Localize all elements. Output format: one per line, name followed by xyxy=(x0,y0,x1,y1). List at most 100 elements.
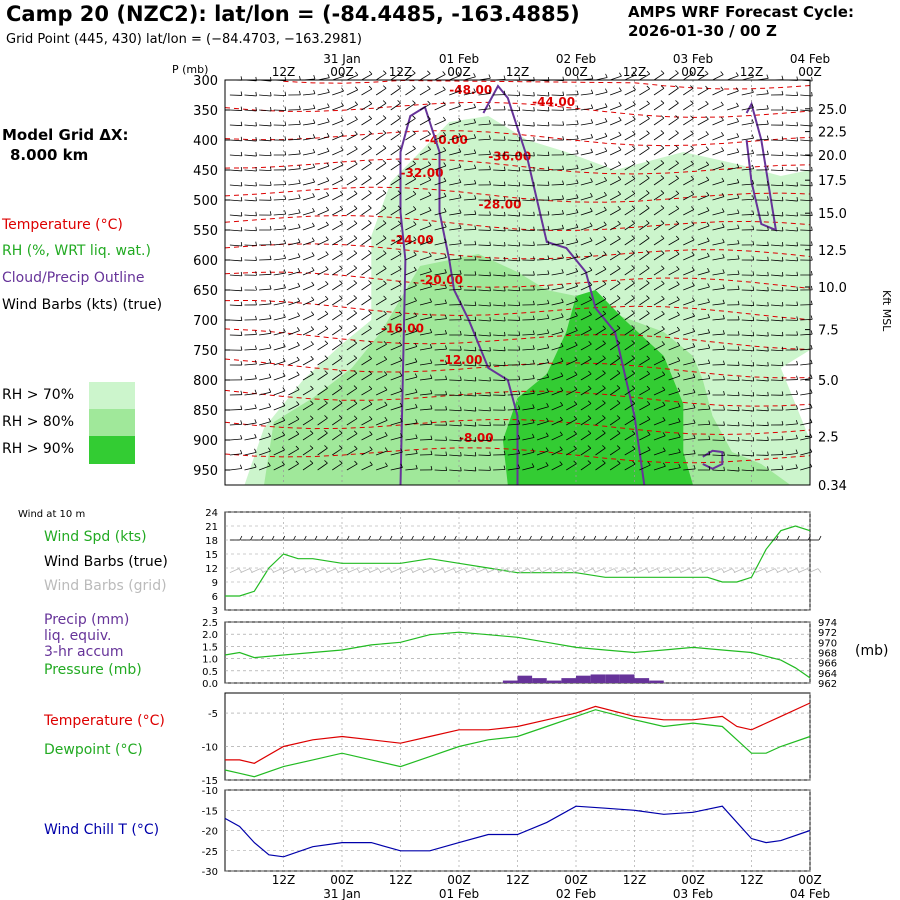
wind-barb-flag xyxy=(518,420,521,425)
wind-barb xyxy=(390,193,402,201)
wind-barb-flag xyxy=(720,116,724,121)
wind-barb-flag xyxy=(298,164,301,169)
wind-barb-flag xyxy=(675,220,680,225)
wind-barb-flag xyxy=(767,347,769,352)
wind-barb-flag xyxy=(368,220,372,224)
wind-barb-flag xyxy=(660,115,665,119)
wind-barb-flag xyxy=(413,206,417,210)
wind-barb-flag xyxy=(588,355,592,360)
surface-wind-barb-true-flag xyxy=(807,535,811,541)
wind-barb-flag xyxy=(605,73,608,78)
wind-barb-flag xyxy=(327,88,330,93)
wind-barb-flag xyxy=(398,311,402,316)
wind-barb xyxy=(580,137,593,141)
wind-barb-flag xyxy=(397,220,402,224)
wind-barb xyxy=(726,90,739,96)
wind-barb-flag xyxy=(677,387,681,392)
wind-barb xyxy=(463,213,476,216)
wind-barb-flag xyxy=(489,436,491,441)
wind-barb-flag xyxy=(429,283,432,287)
wind-barb-flag xyxy=(474,195,477,200)
wind-barb-flag xyxy=(460,421,462,426)
wind-barb-flag xyxy=(339,191,344,195)
wind-barb xyxy=(536,406,549,411)
wind-barb-flag xyxy=(282,372,286,377)
wind-barb xyxy=(463,394,476,397)
wind-barb xyxy=(507,154,520,157)
wind-barb xyxy=(332,372,343,381)
wind-barb xyxy=(463,76,476,81)
wind-barb xyxy=(463,122,476,126)
surface-wind-barb-grid xyxy=(765,568,776,574)
wind-barb-flag xyxy=(618,161,622,165)
wind-barb xyxy=(419,393,432,396)
wind-barb xyxy=(580,462,592,471)
wind-barb-flag xyxy=(444,314,447,319)
wind-barb xyxy=(259,332,272,336)
surface-wind-barb-true-flag xyxy=(700,535,704,541)
wind-barb-flag xyxy=(445,466,448,471)
wind-barb-flag xyxy=(296,386,300,390)
wind-barb-flag xyxy=(646,265,650,269)
wind-barb xyxy=(770,319,783,322)
wind-barb xyxy=(288,256,301,261)
legend-wind-barbs-grid: Wind Barbs (grid) xyxy=(44,578,167,594)
surface-wind-barb-true-flag xyxy=(561,535,564,541)
wind-barb xyxy=(624,163,636,171)
wind-barb-flag xyxy=(604,147,608,152)
wind-barb-flag xyxy=(400,433,403,438)
wind-barb xyxy=(551,272,564,276)
wind-barb-flag xyxy=(382,175,387,179)
wind-barb-flag xyxy=(444,253,447,258)
wind-barb xyxy=(770,154,784,156)
temperature-line xyxy=(225,702,811,764)
wind-barb xyxy=(770,199,783,202)
wind-barb xyxy=(741,424,754,427)
wind-barb-flag xyxy=(399,402,403,407)
wind-barb-flag xyxy=(675,115,679,119)
wind-barb-flag xyxy=(368,280,372,284)
wind-barb xyxy=(346,448,358,456)
wind-barb xyxy=(653,87,665,96)
top-hour-label: 00Z xyxy=(447,65,471,79)
wind-barb xyxy=(493,349,506,352)
wind-barb xyxy=(273,331,286,336)
wind-barb-flag xyxy=(298,179,301,184)
wind-barb-flag xyxy=(518,390,521,395)
wind-barb-flag xyxy=(587,400,592,404)
wind-barb-flag xyxy=(503,151,506,156)
wind-barb-flag xyxy=(751,103,754,108)
wind-barb xyxy=(609,164,622,171)
surface-wind-barb-true-flag xyxy=(689,535,693,541)
wind-barb-flag xyxy=(781,450,784,455)
wind-barb xyxy=(712,196,725,201)
wind-barb xyxy=(259,318,272,321)
wind-barb xyxy=(405,391,418,396)
pressure-line xyxy=(224,631,811,679)
wind-barb xyxy=(375,298,387,306)
wind-barb xyxy=(288,418,300,426)
wind-barb-flag xyxy=(460,361,462,366)
wind-barb xyxy=(361,312,372,321)
wind-barb-flag xyxy=(254,404,257,409)
wind-barb-flag xyxy=(240,405,243,410)
wind-barb xyxy=(712,211,725,216)
wind-barb-flag xyxy=(284,195,287,200)
height-axis-title: Kft MSL xyxy=(880,290,893,332)
surface-wind-barb-true-flag xyxy=(496,535,500,541)
surface-wind-barb-grid xyxy=(551,568,561,574)
wind-barb-flag xyxy=(310,326,314,330)
wind-barb-flag xyxy=(736,133,740,138)
wind-barb-flag xyxy=(282,387,286,392)
wind-barb xyxy=(522,94,535,97)
model-grid-value: 8.000 km xyxy=(10,146,89,164)
wind-barb-flag xyxy=(488,74,491,79)
wind-barb-flag xyxy=(368,205,372,209)
wind-barb xyxy=(683,193,694,201)
surface-wind-barb-grid xyxy=(626,568,636,574)
wind-barb-flag xyxy=(368,355,372,359)
wind-barb-flag xyxy=(458,163,462,168)
surface-wind-barb-true-flag xyxy=(550,535,554,541)
wind-barb xyxy=(302,373,314,381)
wind-barb xyxy=(566,256,578,261)
